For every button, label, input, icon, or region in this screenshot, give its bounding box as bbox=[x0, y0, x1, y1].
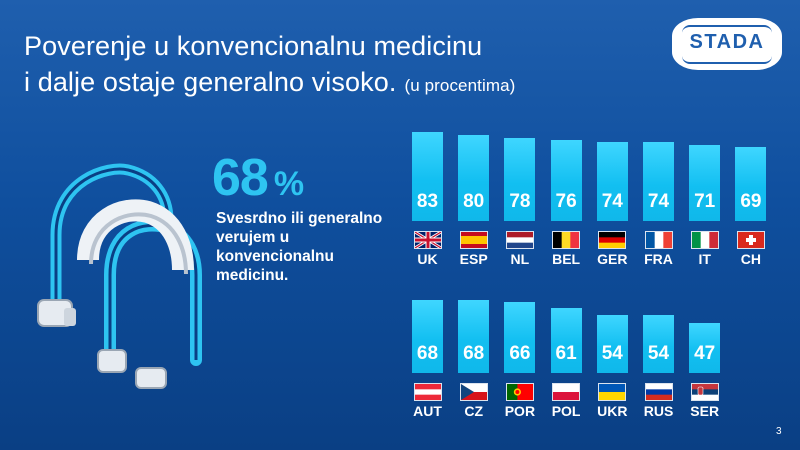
category-label: CZ bbox=[464, 403, 484, 419]
france-flag-icon bbox=[644, 231, 673, 249]
uk-flag-icon bbox=[413, 231, 442, 249]
bar-esp bbox=[458, 135, 490, 221]
category-label: CH bbox=[740, 251, 761, 267]
bar-ger bbox=[596, 141, 628, 221]
bar-value-label: 68 bbox=[416, 343, 439, 364]
highlight-value: 68 bbox=[212, 149, 269, 207]
portugal-flag-icon bbox=[505, 383, 534, 401]
category-label: AUT bbox=[413, 403, 442, 419]
switzerland-flag-icon bbox=[736, 231, 765, 249]
poland-flag-icon bbox=[552, 383, 581, 401]
title-line-1: Poverenje u konvencionalnu medicinu bbox=[24, 31, 483, 61]
category-label: POL bbox=[551, 403, 581, 419]
spain-flag-icon bbox=[459, 231, 488, 249]
stethoscope-icon bbox=[37, 163, 202, 389]
bar-value-label: 71 bbox=[694, 191, 716, 212]
bar-aut bbox=[412, 300, 443, 373]
category-label: UK bbox=[417, 251, 438, 267]
highlight-unit: % bbox=[273, 165, 304, 203]
czechia-flag-icon bbox=[459, 383, 488, 401]
bar-uk bbox=[412, 132, 443, 221]
bar-bel bbox=[550, 139, 582, 221]
serbia-flag-icon bbox=[690, 383, 719, 401]
bar-value-label: 54 bbox=[647, 343, 670, 364]
bar-por bbox=[504, 302, 536, 373]
category-label: BEL bbox=[552, 251, 581, 267]
bar-value-label: 74 bbox=[647, 191, 670, 212]
category-label: RUS bbox=[643, 403, 674, 419]
category-label: IT bbox=[698, 251, 711, 267]
bar-value-label: 61 bbox=[555, 343, 577, 364]
category-label: GER bbox=[597, 251, 628, 267]
ukraine-flag-icon bbox=[598, 383, 627, 401]
bar-ch bbox=[735, 147, 767, 221]
bar-ser bbox=[689, 322, 721, 373]
title-line-2-text: i dalje ostaje generalno visoko. bbox=[24, 67, 397, 97]
bar-value-label: 69 bbox=[740, 191, 762, 212]
bar-value-label: 47 bbox=[694, 343, 716, 364]
category-label: FRA bbox=[644, 251, 673, 267]
austria-flag-icon bbox=[413, 383, 442, 401]
bar-value-label: 68 bbox=[463, 343, 485, 364]
bar-value-label: 76 bbox=[555, 191, 577, 212]
stada-logo: STADA bbox=[672, 18, 784, 74]
bar-value-label: 78 bbox=[509, 191, 531, 212]
category-label: NL bbox=[510, 251, 530, 267]
category-label: ESP bbox=[459, 251, 488, 267]
bar-value-label: 83 bbox=[416, 191, 439, 212]
category-label: POR bbox=[504, 403, 536, 419]
bar-pol bbox=[550, 307, 582, 373]
highlight-percentage: 68% bbox=[212, 148, 304, 214]
category-label: SER bbox=[690, 403, 720, 419]
category-label: UKR bbox=[597, 403, 628, 419]
germany-flag-icon bbox=[598, 231, 627, 249]
bar-fra bbox=[643, 141, 674, 221]
netherlands-flag-icon bbox=[505, 231, 534, 249]
russia-flag-icon bbox=[644, 383, 673, 401]
bar-ukr bbox=[596, 315, 628, 373]
bar-nl bbox=[504, 137, 536, 221]
bar-value-label: 74 bbox=[601, 191, 623, 212]
logo-arc-bottom bbox=[682, 56, 772, 64]
bar-value-label: 80 bbox=[463, 191, 485, 212]
bar-value-label: 66 bbox=[509, 343, 531, 364]
belgium-flag-icon bbox=[552, 231, 581, 249]
logo-arc-top bbox=[682, 25, 772, 33]
italy-flag-icon bbox=[690, 231, 719, 249]
title-subtitle: (u procentima) bbox=[404, 76, 516, 95]
logo-text: STADA bbox=[689, 31, 765, 53]
bar-value-label: 54 bbox=[601, 343, 623, 364]
page-number: 3 bbox=[776, 426, 782, 437]
bar-cz bbox=[458, 300, 490, 373]
bar-it bbox=[689, 145, 721, 221]
page-title: Poverenje u konvencionalnu medicinu i da… bbox=[24, 28, 644, 104]
bar-rus bbox=[643, 315, 674, 373]
title-line-2: i dalje ostaje generalno visoko. (u proce… bbox=[24, 64, 644, 104]
highlight-description: Svesrdno ili generalno verujem u konvenc… bbox=[216, 210, 383, 284]
